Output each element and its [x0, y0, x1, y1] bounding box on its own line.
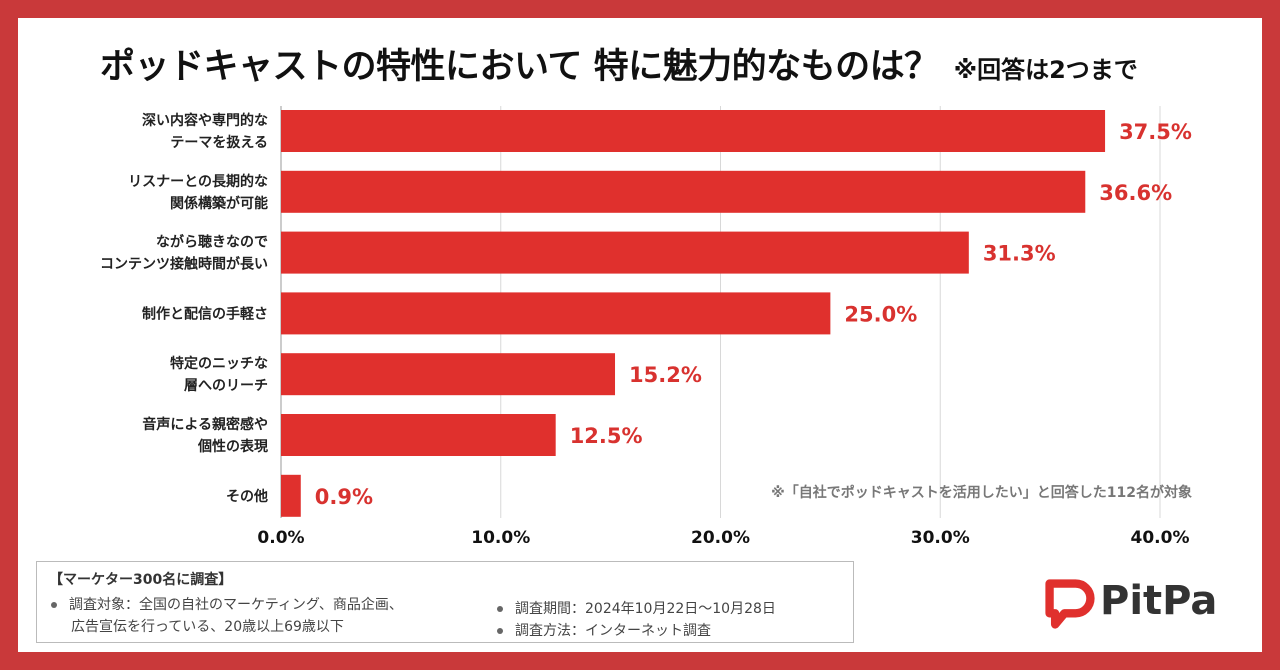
bar — [281, 110, 1106, 152]
chart-note: ※「自社でポッドキャストを活用したい」と回答した112名が対象 — [771, 485, 1192, 501]
bullet-icon — [497, 606, 503, 612]
survey-target-line1: 調査対象：全国の自社のマーケティング、商品企画、 — [69, 597, 403, 613]
value-label: 0.9% — [315, 485, 373, 509]
survey-info-box: 【マーケター300名に調査】 調査対象：全国の自社のマーケティング、商品企画、 … — [36, 561, 854, 643]
x-tick-label: 30.0% — [911, 528, 970, 548]
category-label: 深い内容や専門的なテーマを扱える — [142, 112, 268, 151]
bar — [281, 353, 616, 396]
bar — [281, 231, 969, 274]
category-label: ながら聴きなのでコンテンツ接触時間が長い — [100, 234, 268, 273]
value-label: 37.5% — [1119, 120, 1192, 144]
value-label: 12.5% — [570, 424, 643, 448]
category-label: リスナーとの長期的な関係構築が可能 — [128, 173, 268, 212]
brand-name: PitPa — [1100, 578, 1218, 624]
category-label: その他 — [226, 488, 268, 505]
x-tick-label: 40.0% — [1131, 528, 1190, 548]
x-tick-label: 20.0% — [691, 528, 750, 548]
chart-subtitle: ※回答は2つまで — [953, 56, 1138, 84]
category-label: 音声による親密感や個性の表現 — [142, 416, 268, 455]
survey-period-method: 調査期間：2024年10月22日〜10月28日 調査方法：インターネット調査 — [497, 598, 776, 642]
survey-target: 調査対象：全国の自社のマーケティング、商品企画、 広告宣伝を行っている、20歳以… — [51, 594, 471, 638]
survey-header: 【マーケター300名に調査】 — [49, 572, 233, 588]
bar — [281, 474, 301, 517]
category-label: 特定のニッチな層へのリーチ — [170, 355, 268, 394]
bar — [281, 414, 556, 456]
bar — [281, 292, 831, 335]
x-tick-label: 10.0% — [471, 528, 530, 548]
category-label: 制作と配信の手軽さ — [142, 305, 268, 322]
chart-title-block: ポッドキャストの特性において 特に魅力的なものは？ ※回答は2つまで — [100, 38, 1220, 89]
value-label: 31.3% — [983, 242, 1056, 266]
survey-method: 調査方法：インターネット調査 — [515, 623, 711, 639]
bar — [281, 170, 1086, 213]
x-tick-label: 0.0% — [257, 528, 304, 548]
survey-target-line2: 広告宣伝を行っている、20歳以上69歳以下 — [71, 619, 344, 635]
survey-period: 調査期間：2024年10月22日〜10月28日 — [515, 601, 776, 617]
bullet-icon — [497, 628, 503, 634]
bullet-icon — [51, 602, 57, 608]
value-label: 36.6% — [1099, 181, 1172, 205]
value-label: 25.0% — [844, 302, 917, 326]
value-label: 15.2% — [629, 363, 702, 387]
pitpa-logo-icon — [1045, 579, 1095, 629]
chart-title: ポッドキャストの特性において 特に魅力的なものは？ — [100, 47, 939, 87]
